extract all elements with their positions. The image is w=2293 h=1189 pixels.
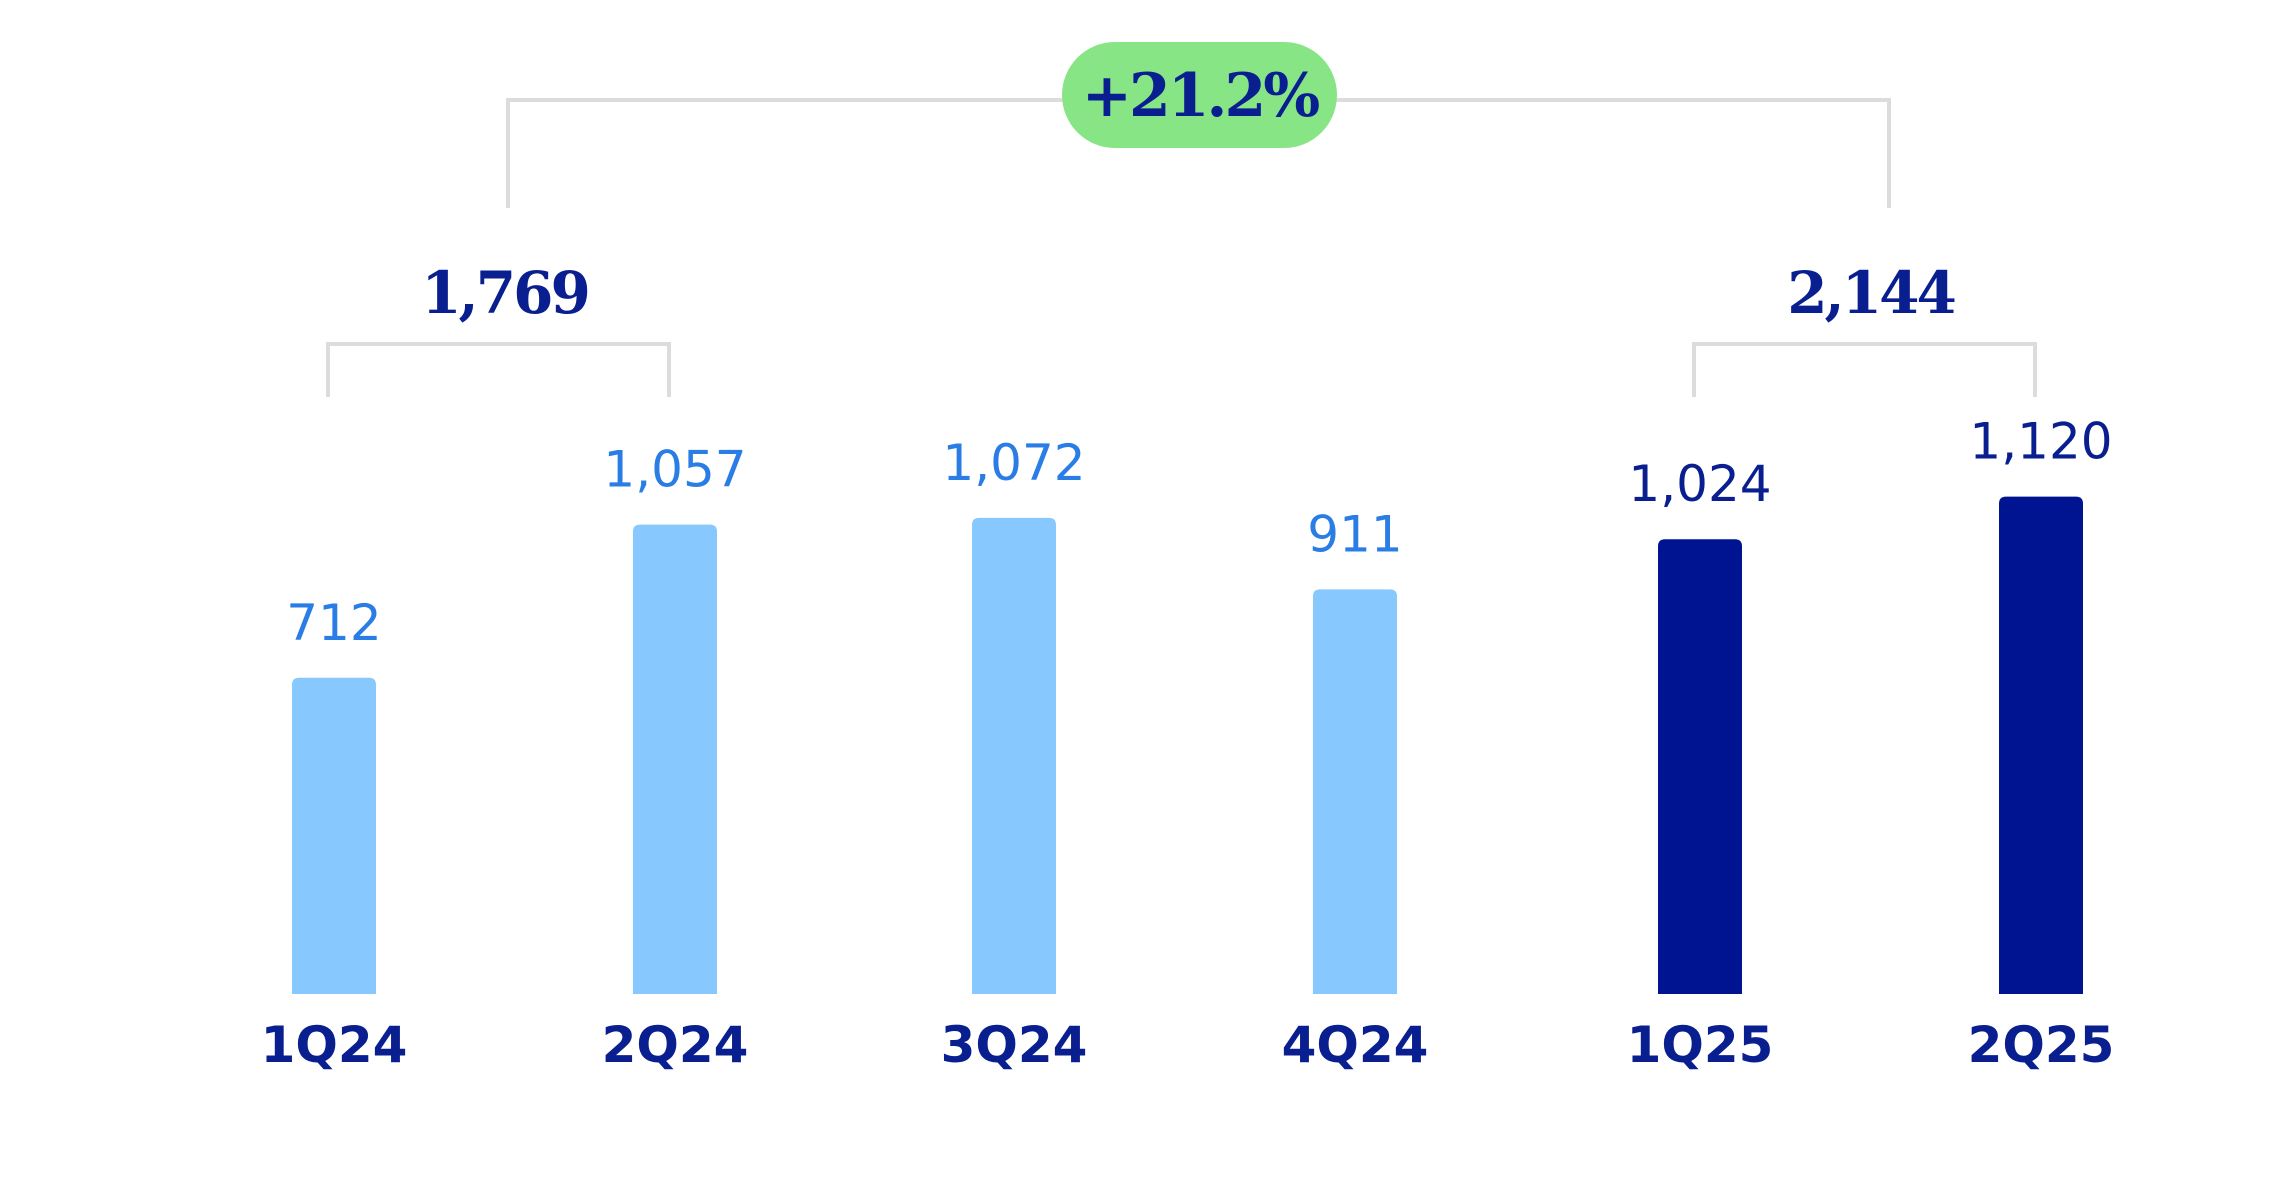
value-label-2q24: 1,057 [603, 441, 746, 499]
bars [292, 496, 2083, 994]
bar-2q24 [633, 524, 717, 994]
value-label-2q25: 1,120 [1969, 413, 2112, 471]
value-label-4q24: 911 [1307, 505, 1402, 563]
category-label-2q24: 2Q24 [602, 1016, 749, 1074]
category-labels: 1Q24 2Q24 3Q24 4Q24 1Q25 2Q25 [261, 1016, 2115, 1074]
group-bracket-2 [1692, 342, 2037, 397]
value-label-3q24: 1,072 [942, 434, 1085, 492]
growth-badge-label: +21.2% [1082, 61, 1319, 131]
category-label-1q25: 1Q25 [1627, 1016, 1774, 1074]
bar-3q24 [972, 517, 1056, 994]
value-labels: 712 1,057 1,072 911 1,024 1,120 [286, 413, 2112, 652]
category-label-1q24: 1Q24 [261, 1016, 408, 1074]
bar-1q24 [292, 677, 376, 994]
group-totals: 1,769 2,144 [421, 259, 1957, 327]
value-label-1q24: 712 [286, 594, 381, 652]
category-label-4q24: 4Q24 [1282, 1016, 1429, 1074]
value-label-1q25: 1,024 [1628, 455, 1771, 513]
category-label-2q25: 2Q25 [1968, 1016, 2115, 1074]
growth-badge-pill [1062, 42, 1337, 148]
bar-2q25 [1999, 496, 2083, 994]
growth-badge: +21.2% [1062, 42, 1337, 148]
bar-4q24 [1313, 589, 1397, 994]
category-label-3q24: 3Q24 [941, 1016, 1088, 1074]
group-total-1: 1,769 [421, 259, 588, 327]
group-bracket-1 [326, 342, 671, 397]
bar-1q25 [1658, 539, 1742, 994]
group-total-2: 2,144 [1787, 259, 1954, 327]
